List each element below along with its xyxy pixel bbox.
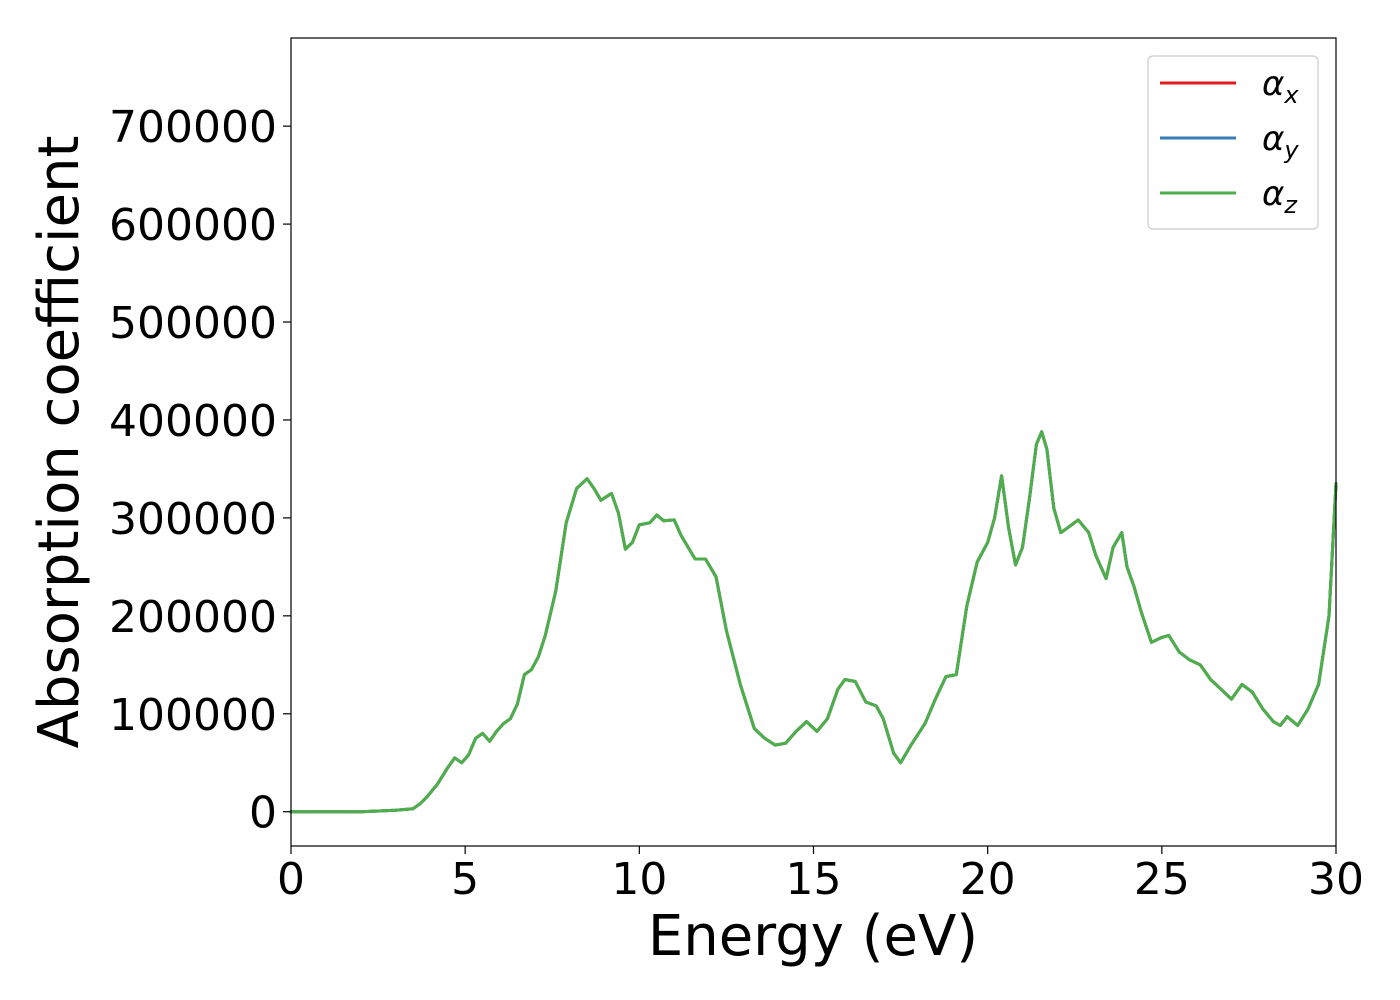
x-tick-label: 10 <box>611 854 667 905</box>
y-tick-label: 600000 <box>109 200 277 251</box>
series-layer <box>289 430 1338 814</box>
series-line-z <box>289 430 1338 814</box>
y-tick-label: 300000 <box>109 494 277 545</box>
x-tick-label: 15 <box>786 854 842 905</box>
y-axis: 0 100000 200000 300000 400000 500000 600000 700… <box>109 102 291 839</box>
x-tick-label: 0 <box>277 854 305 905</box>
legend-subscript: y <box>1283 136 1299 164</box>
y-axis-label: Absorption coefficient <box>27 136 92 749</box>
y-tick-label: 100000 <box>109 690 277 741</box>
y-tick-label: 500000 <box>109 298 277 349</box>
x-tick-label: 20 <box>960 854 1016 905</box>
x-tick-label: 30 <box>1308 854 1364 905</box>
x-axis: 0 5 10 15 20 25 30 <box>277 846 1364 905</box>
legend-symbol: α <box>1262 174 1284 214</box>
y-tick-label: 0 <box>249 788 277 839</box>
legend-box <box>1147 55 1319 230</box>
legend-subscript: x <box>1283 81 1299 109</box>
legend-label-y: αy <box>1262 119 1299 164</box>
legend-symbol: α <box>1262 119 1284 159</box>
legend-label-x: αx <box>1262 64 1299 109</box>
legend-subscript: z <box>1283 191 1298 219</box>
legend-label-z: αz <box>1262 174 1298 219</box>
legend-symbol: α <box>1262 64 1284 104</box>
y-tick-label: 700000 <box>109 102 277 153</box>
x-axis-label: Energy (eV) <box>648 904 978 969</box>
x-tick-label: 25 <box>1134 854 1190 905</box>
y-tick-label: 200000 <box>109 592 277 643</box>
x-tick-label: 5 <box>451 854 479 905</box>
y-tick-label: 400000 <box>109 396 277 447</box>
